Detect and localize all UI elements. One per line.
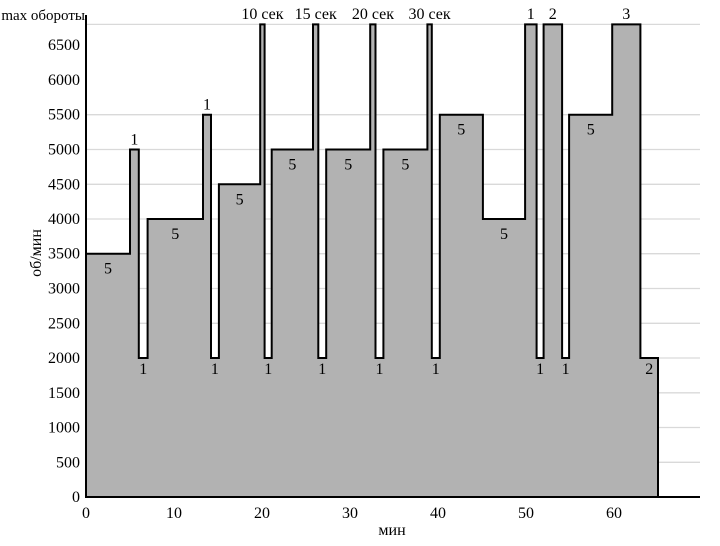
y-tick-label: 1500 [48, 385, 80, 402]
y-axis-max-label: max обороты [1, 8, 85, 24]
segment-label: 1 [130, 132, 138, 149]
segment-label: 3 [622, 6, 630, 23]
x-tick-label: 0 [82, 505, 90, 522]
segment-label: 5 [171, 226, 179, 243]
y-tick-label: 6500 [48, 37, 80, 54]
segment-label: 1 [264, 361, 272, 378]
y-tick-label: 3500 [48, 246, 80, 263]
y-tick-label: 2000 [48, 350, 80, 367]
y-tick-label: 6000 [48, 72, 80, 89]
y-tick-label: 0 [72, 489, 80, 506]
segment-label: 5 [401, 157, 409, 174]
segment-label: 5 [288, 157, 296, 174]
y-tick-label: 4500 [48, 176, 80, 193]
segment-label: 5 [344, 157, 352, 174]
y-tick-label: 5000 [48, 142, 80, 159]
x-tick-label: 10 [166, 505, 182, 522]
segment-label: 1 [536, 361, 544, 378]
y-tick-label: 500 [56, 454, 80, 471]
x-tick-label: 30 [342, 505, 358, 522]
segment-label: 10 сек [241, 6, 283, 23]
x-axis-title: мин [378, 522, 406, 539]
segment-label: 1 [203, 97, 211, 114]
segment-label: 5 [500, 226, 508, 243]
segment-label: 2 [549, 6, 557, 23]
segment-label: 1 [376, 361, 384, 378]
segment-label: 1 [562, 361, 570, 378]
segment-label: 1 [139, 361, 147, 378]
segment-label: 1 [211, 361, 219, 378]
segment-label: 1 [527, 6, 535, 23]
y-tick-label: 3000 [48, 281, 80, 298]
segment-label: 2 [645, 361, 653, 378]
x-tick-label: 40 [430, 505, 446, 522]
x-tick-label: 50 [518, 505, 534, 522]
y-tick-label: 2500 [48, 315, 80, 332]
segment-label: 1 [318, 361, 326, 378]
x-tick-label: 20 [254, 505, 270, 522]
segment-label: 20 сек [352, 6, 394, 23]
segment-label: 5 [587, 122, 595, 139]
x-tick-label: 60 [606, 505, 622, 522]
rpm-profile-area [85, 23, 659, 498]
segment-label: 30 сек [409, 6, 451, 23]
segment-label: 15 сек [295, 6, 337, 23]
y-axis-title: об/мин [28, 229, 45, 277]
y-tick-label: 1000 [48, 420, 80, 437]
y-tick-label: 4000 [48, 211, 80, 228]
y-tick-label: 5500 [48, 107, 80, 124]
segment-label: 1 [432, 361, 440, 378]
segment-label: 5 [236, 191, 244, 208]
segment-label: 5 [457, 122, 465, 139]
segment-label: 5 [104, 261, 112, 278]
